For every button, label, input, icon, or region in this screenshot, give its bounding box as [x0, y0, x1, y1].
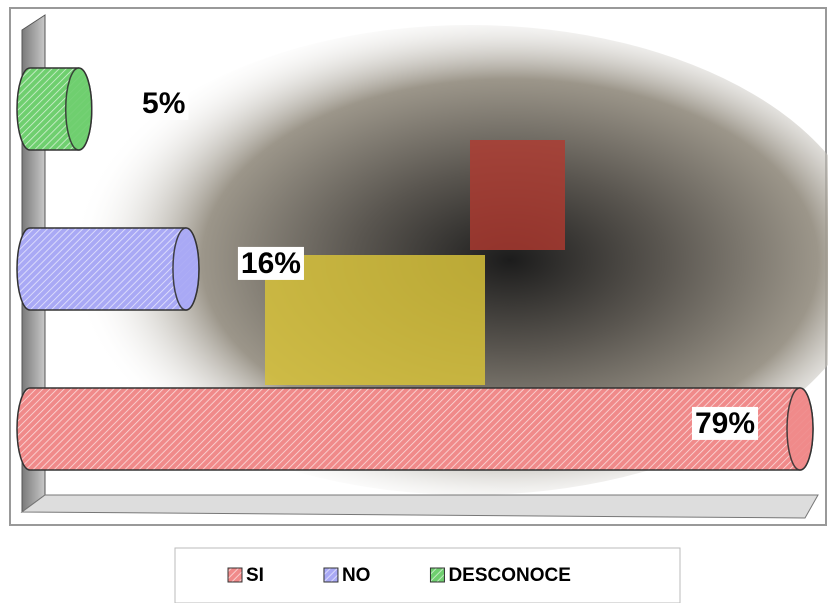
data-label-bg — [237, 246, 304, 280]
bar-cap — [172, 227, 200, 311]
legend-swatch — [429, 567, 445, 583]
legend-swatch — [227, 567, 243, 583]
data-label: 16% — [241, 247, 301, 280]
data-label-bg — [691, 406, 759, 440]
floor — [20, 494, 819, 519]
legend-label: SI — [246, 565, 264, 586]
photo-chute — [470, 140, 565, 250]
legend-swatch — [323, 567, 339, 583]
bar-cap — [786, 387, 814, 471]
legend-label: NO — [342, 565, 371, 586]
bar — [16, 387, 814, 471]
data-label-bg — [139, 86, 189, 120]
bar-body — [16, 227, 200, 311]
bar — [16, 67, 93, 151]
legend-label: DESCONOCE — [448, 565, 570, 586]
data-label: 79% — [695, 407, 755, 440]
bar-cap — [64, 67, 93, 151]
legend-box — [174, 547, 681, 603]
bar — [16, 227, 200, 311]
data-label: 5% — [142, 87, 185, 120]
